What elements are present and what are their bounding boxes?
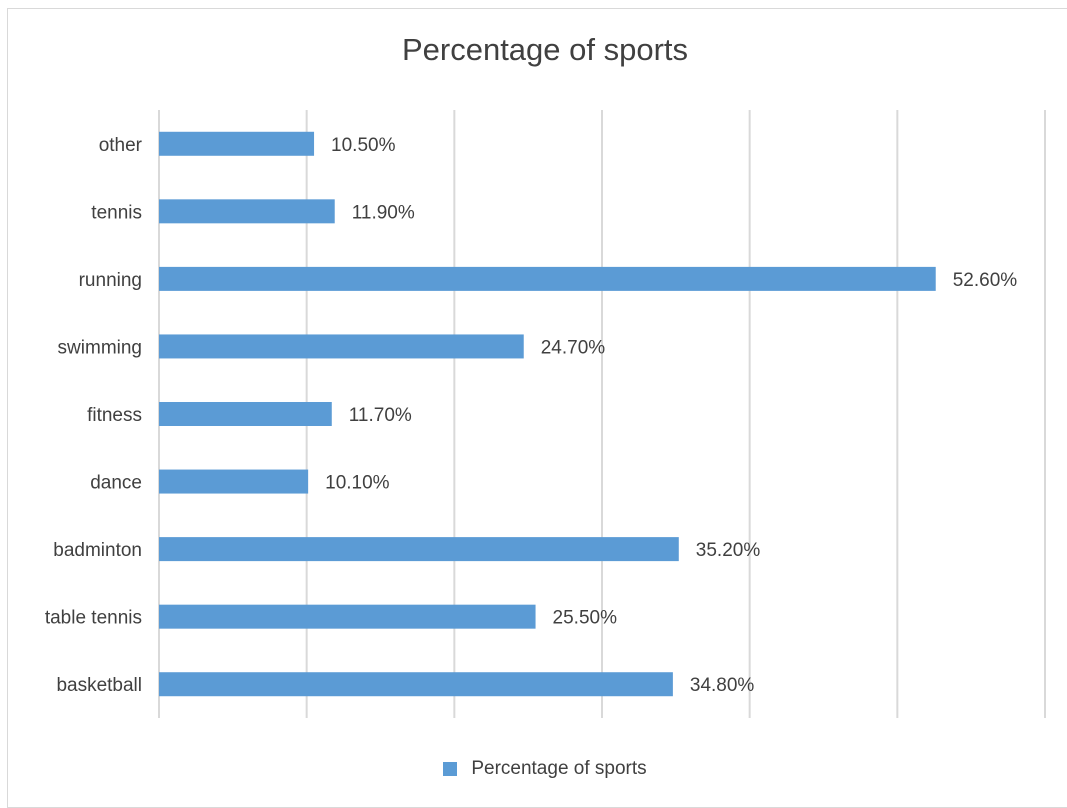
bar	[159, 266, 936, 291]
data-label: 10.50%	[331, 135, 396, 156]
category-label: running	[79, 270, 142, 291]
category-label: tennis	[91, 202, 142, 223]
legend-swatch	[443, 762, 458, 776]
bar	[159, 604, 536, 629]
bar	[159, 537, 679, 562]
category-label: swimming	[58, 337, 142, 358]
category-label: fitness	[87, 405, 142, 426]
category-label: basketball	[56, 675, 142, 696]
data-label: 11.90%	[352, 202, 415, 223]
bar	[159, 469, 309, 494]
legend: Percentage of sports	[0, 758, 1067, 780]
legend-label: Percentage of sports	[471, 758, 647, 779]
bar	[159, 672, 673, 697]
category-label: other	[99, 135, 143, 156]
data-label: 24.70%	[541, 337, 606, 358]
data-label: 35.20%	[696, 540, 761, 561]
data-label: 25.50%	[553, 608, 618, 629]
chart-title: Percentage of sports	[401, 32, 689, 67]
bar	[159, 334, 524, 359]
category-label: badminton	[53, 540, 142, 561]
bar	[159, 402, 332, 426]
data-label: 10.10%	[325, 473, 390, 494]
data-label: 52.60%	[953, 270, 1018, 291]
bar	[159, 199, 335, 224]
bar	[159, 131, 315, 156]
category-label: dance	[90, 473, 142, 494]
data-label: 11.70%	[349, 405, 412, 426]
category-label: table tennis	[45, 608, 142, 629]
data-label: 34.80%	[690, 675, 755, 696]
